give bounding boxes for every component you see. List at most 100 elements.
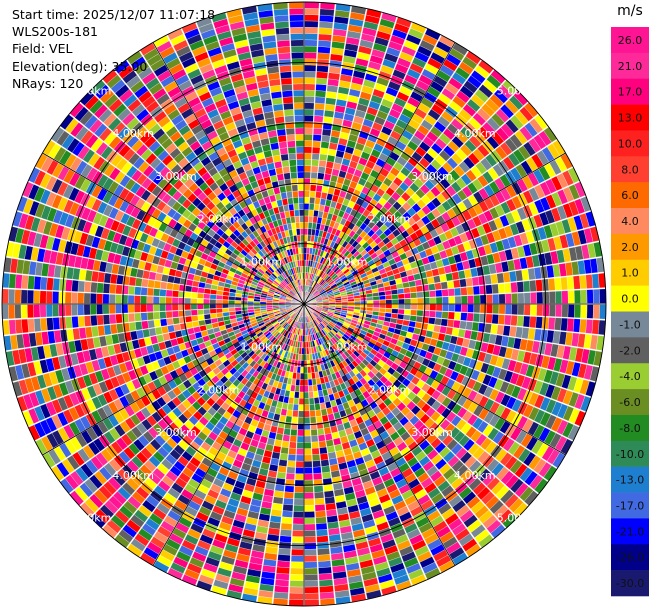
velocity-gate	[304, 102, 315, 110]
velocity-gate	[572, 318, 581, 333]
velocity-gate	[301, 347, 305, 355]
velocity-gate	[304, 398, 310, 405]
velocity-gate	[318, 33, 332, 42]
velocity-gate	[311, 435, 319, 443]
velocity-gate	[317, 172, 325, 180]
velocity-gate	[492, 304, 500, 314]
velocity-gate	[548, 291, 556, 304]
velocity-gate	[398, 298, 405, 304]
velocity-gate	[460, 304, 468, 313]
velocity-gate	[140, 304, 148, 313]
velocity-gate	[303, 354, 307, 361]
velocity-gate	[276, 426, 285, 435]
velocity-gate	[296, 435, 304, 443]
velocity-gate	[228, 292, 236, 297]
velocity-gate	[21, 274, 29, 290]
velocity-gate	[77, 292, 85, 304]
velocity-gate	[128, 321, 137, 332]
velocity-gate	[586, 289, 594, 304]
velocity-gate	[307, 222, 313, 230]
velocity-gate	[486, 304, 493, 314]
velocity-gate	[313, 127, 323, 136]
velocity-gate	[71, 280, 79, 292]
velocity-gate	[304, 134, 313, 141]
velocity-gate	[304, 592, 319, 600]
velocity-gate	[40, 276, 48, 291]
velocity-gate	[159, 304, 166, 312]
velocity-gate	[312, 466, 322, 474]
velocity-gate	[203, 313, 211, 320]
velocity-gate	[579, 274, 587, 290]
velocity-gate	[391, 304, 399, 309]
velocity-gate	[140, 295, 148, 304]
velocity-gate	[304, 379, 309, 386]
velocity-gate	[140, 312, 148, 321]
velocity-gate	[410, 292, 418, 299]
velocity-gate	[484, 274, 492, 285]
velocity-gate	[159, 311, 167, 319]
velocity-gate	[384, 312, 392, 318]
velocity-gate	[313, 203, 320, 211]
velocity-gate	[27, 304, 34, 319]
velocity-gate	[108, 304, 116, 314]
velocity-gate	[511, 304, 519, 315]
velocity-gate	[561, 290, 569, 304]
velocity-gate	[290, 567, 304, 575]
velocity-gate	[599, 288, 607, 304]
velocity-gate	[52, 317, 61, 330]
velocity-gate	[303, 253, 307, 261]
velocity-gate	[311, 159, 319, 167]
velocity-gate	[190, 304, 198, 310]
velocity-gate	[378, 291, 386, 297]
velocity-gate	[289, 586, 304, 594]
velocity-gate	[203, 293, 211, 299]
velocity-gate	[454, 304, 462, 313]
velocity-gate	[304, 391, 309, 399]
velocity-gate	[404, 304, 412, 310]
velocity-gate	[309, 197, 316, 204]
velocity-gate	[46, 277, 54, 291]
velocity-gate	[127, 295, 135, 304]
velocity-gate	[134, 312, 142, 322]
velocity-gate	[316, 529, 328, 537]
velocity-gate	[312, 460, 321, 468]
velocity-gate	[304, 234, 308, 242]
velocity-gate	[319, 198, 327, 206]
velocity-gate	[385, 299, 393, 304]
velocity-gate	[599, 304, 607, 320]
velocity-gate	[83, 292, 91, 304]
velocity-gate	[198, 281, 206, 289]
velocity-gate	[548, 304, 556, 317]
velocity-gate	[574, 289, 581, 304]
velocity-gate	[434, 317, 442, 326]
velocity-gate	[453, 319, 461, 329]
velocity-gate	[196, 298, 204, 304]
velocity-gate	[304, 498, 315, 506]
velocity-gate	[366, 307, 374, 312]
velocity-gate	[311, 222, 317, 230]
velocity-gate	[426, 276, 435, 285]
velocity-gate	[510, 281, 518, 293]
velocity-gate	[288, 397, 295, 405]
velocity-gate	[65, 316, 73, 329]
velocity-gate	[323, 116, 334, 124]
velocity-gate	[209, 299, 217, 304]
velocity-gate	[414, 279, 423, 287]
velocity-gate	[536, 291, 544, 304]
velocity-gate	[184, 291, 192, 298]
velocity-gate	[173, 276, 182, 285]
velocity-gate	[209, 294, 217, 300]
velocity-gate	[203, 309, 211, 315]
velocity-gate	[304, 460, 313, 468]
velocity-gate	[311, 372, 316, 380]
velocity-gate	[286, 409, 293, 417]
velocity-gate	[190, 292, 198, 299]
field-text: Field: VEL	[12, 41, 73, 57]
velocity-gate	[304, 366, 308, 374]
velocity-gate	[141, 278, 149, 288]
velocity-gate	[278, 459, 288, 467]
velocity-gate	[426, 323, 435, 332]
velocity-gate	[291, 548, 304, 556]
velocity-gate	[547, 278, 556, 291]
velocity-gate	[296, 366, 301, 374]
